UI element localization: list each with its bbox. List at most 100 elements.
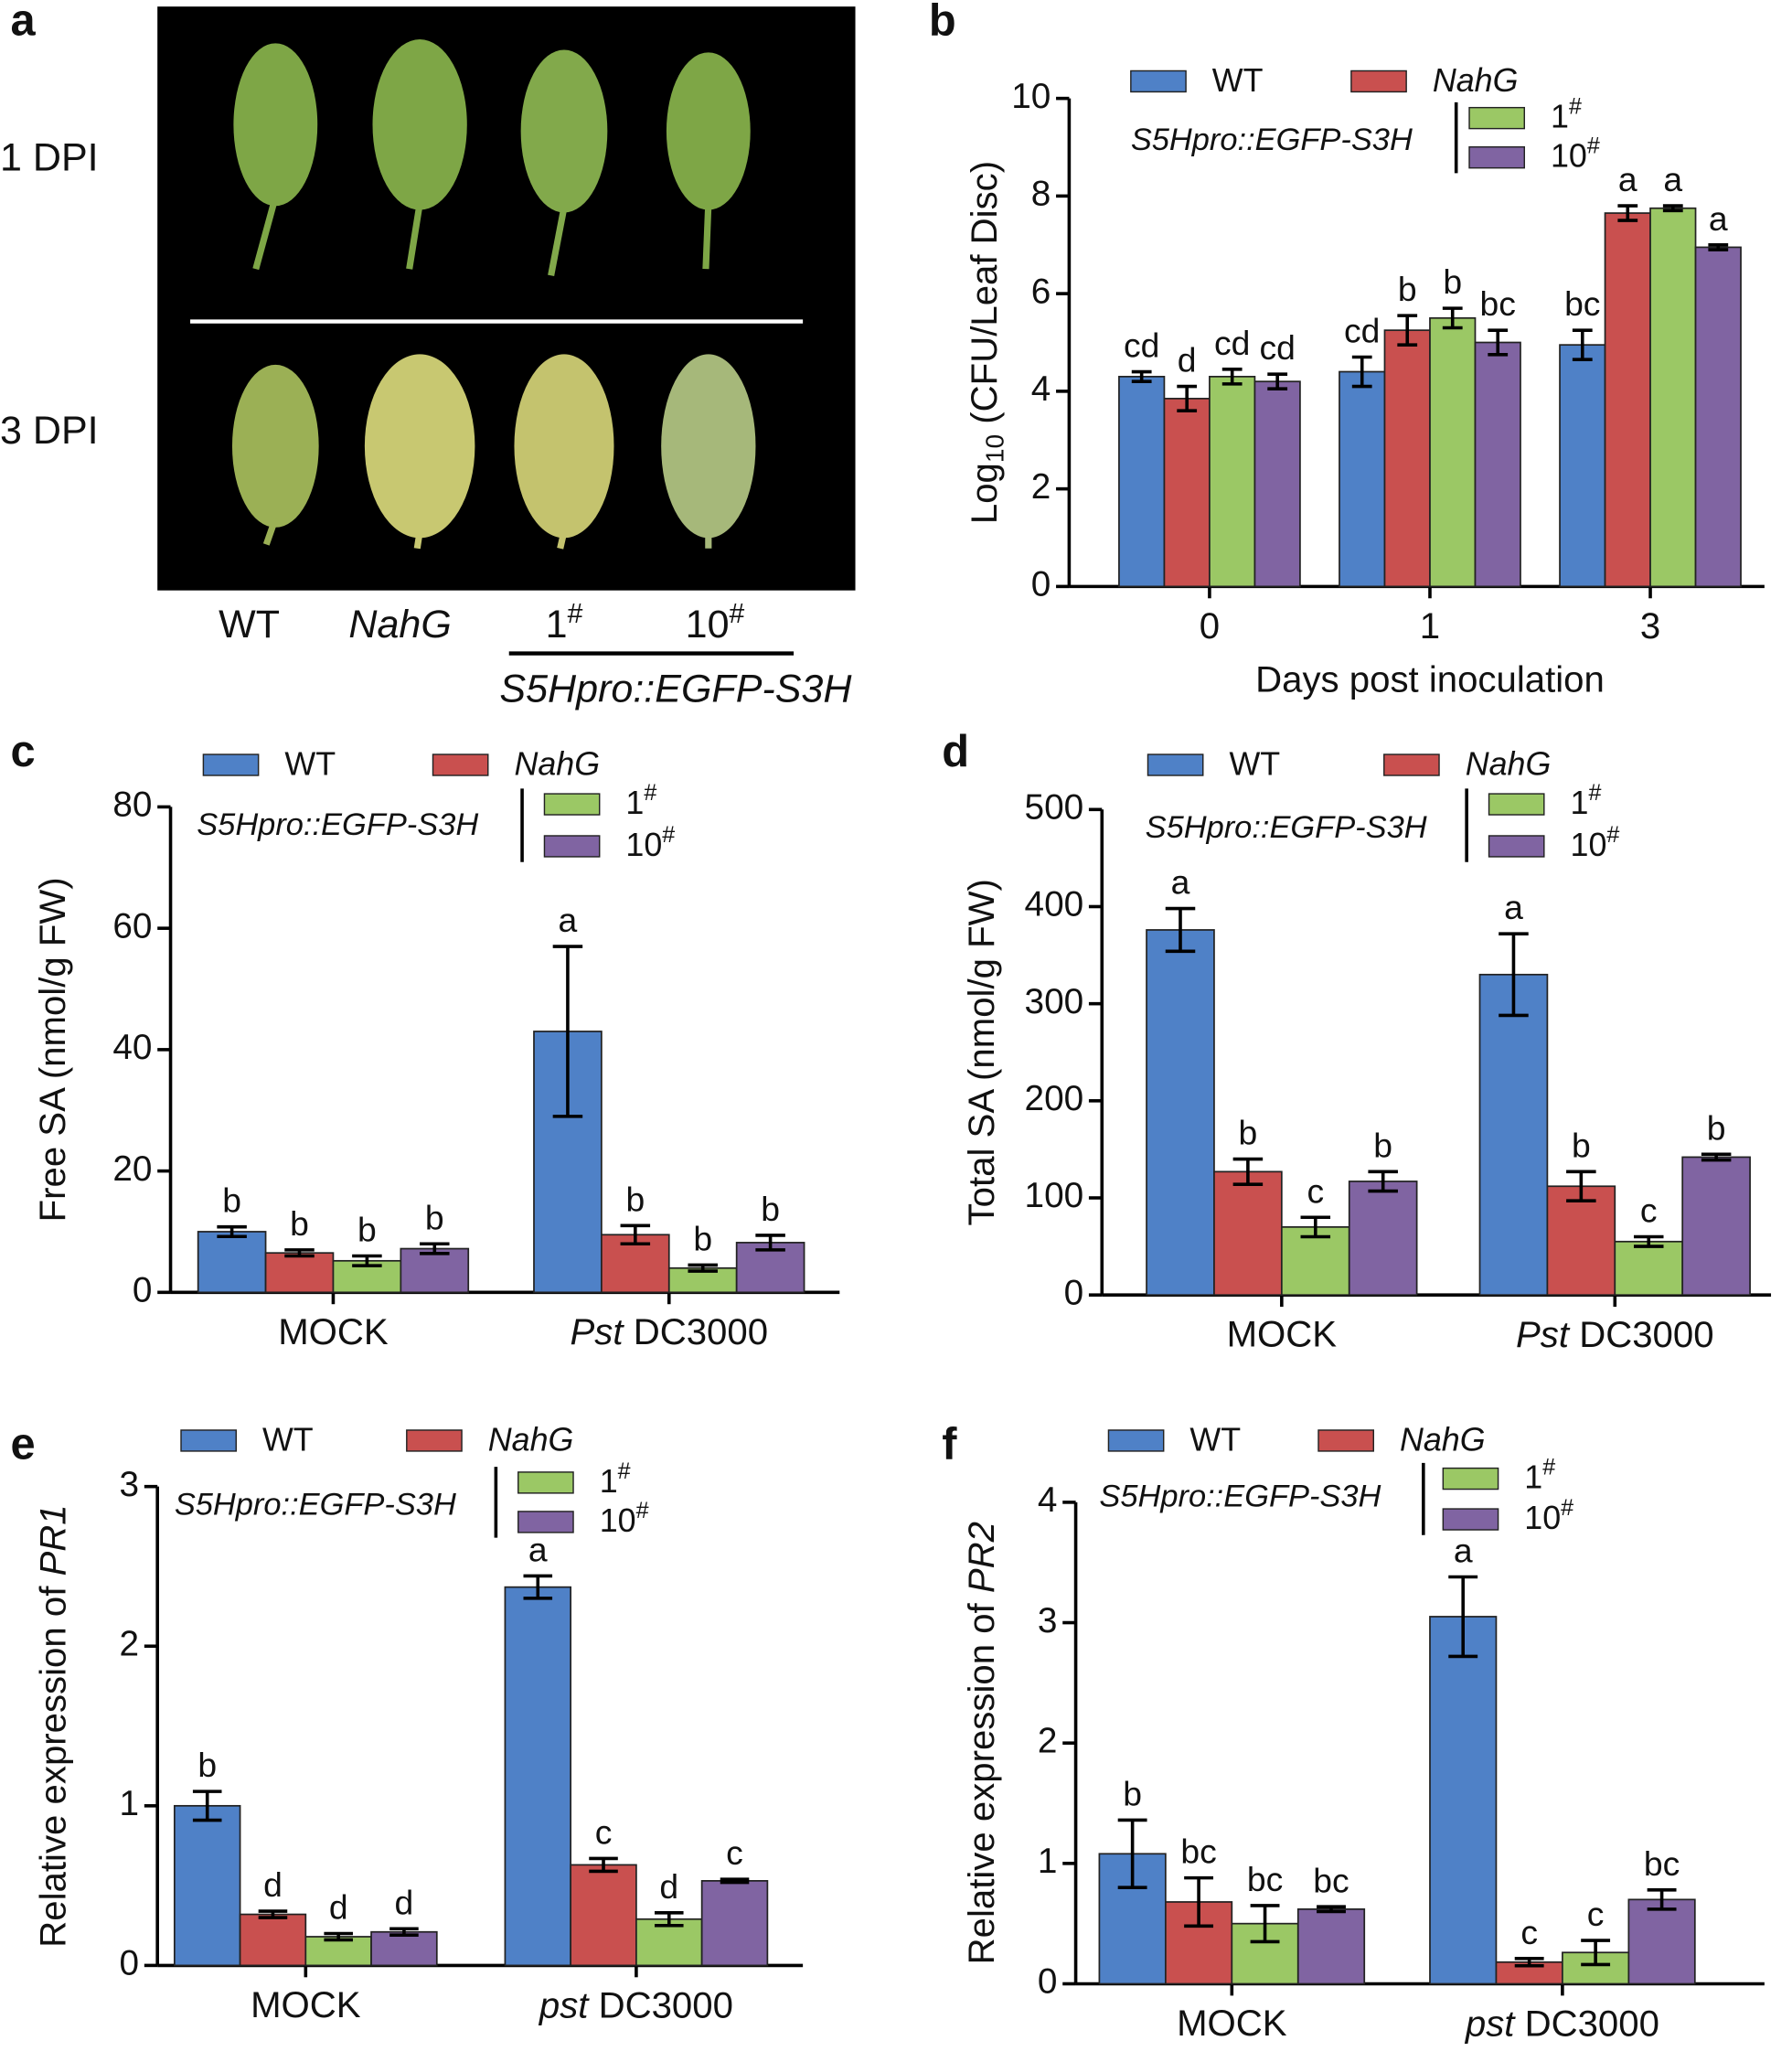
panel-label: e <box>10 1420 35 1469</box>
row-label: 1 DPI <box>0 135 99 179</box>
significance-letter: a <box>528 1530 548 1568</box>
panel-label: b <box>929 0 956 46</box>
error-bar <box>1397 314 1418 347</box>
x-tick-label: MOCK <box>1177 2003 1287 2044</box>
y-axis-label: Log10 (CFU/Leaf Disc) <box>964 161 1009 524</box>
bar <box>1604 212 1651 588</box>
y-tick-label: 80 <box>112 785 152 825</box>
legend-label: 1# <box>1551 93 1582 135</box>
legend-swatch <box>1383 753 1440 776</box>
legend-label: 10# <box>625 822 675 864</box>
y-tick-label: 0 <box>1031 565 1051 604</box>
legend-label: 1# <box>546 599 583 646</box>
bar <box>1546 1185 1616 1297</box>
y-axis-label: Free SA (nmol/g FW) <box>32 877 73 1222</box>
significance-letter: bc <box>1247 1860 1283 1898</box>
bar <box>504 1586 572 1967</box>
legend-label: WT <box>284 745 336 782</box>
error-bar <box>1633 1234 1664 1248</box>
y-tick-label: 3 <box>120 1465 140 1504</box>
bar <box>1478 973 1549 1297</box>
legend-label: WT <box>219 603 280 646</box>
significance-letter: c <box>1587 1895 1605 1933</box>
y-tick-label: 4 <box>1031 369 1051 409</box>
y-tick-label: 20 <box>112 1149 152 1189</box>
y-tick-label: 0 <box>1064 1273 1084 1312</box>
significance-letter: d <box>659 1867 678 1906</box>
significance-letter: b <box>1443 262 1462 301</box>
significance-letter: a <box>1709 199 1728 238</box>
y-tick-label: 2 <box>1031 467 1051 507</box>
error-bar <box>1351 355 1372 389</box>
legend-label: 10# <box>600 1498 649 1540</box>
significance-letter: b <box>197 1746 217 1784</box>
bar <box>1339 370 1386 588</box>
significance-letter: b <box>625 1180 645 1218</box>
significance-letter: b <box>1373 1126 1392 1164</box>
error-bar <box>1232 1157 1264 1186</box>
significance-letter: b <box>1123 1774 1142 1812</box>
legend-group-label: S5Hpro::EGFP-S3H <box>175 1487 456 1522</box>
y-axis-label-part: Free SA (nmol/g FW) <box>32 877 73 1222</box>
legend-label: WT <box>1189 1421 1241 1458</box>
y-axis-label-part: Log <box>964 463 1005 524</box>
bar <box>1253 380 1301 588</box>
error-bar <box>654 1910 684 1928</box>
error-bar <box>1499 932 1529 1018</box>
legend-label: NahG <box>514 745 600 782</box>
y-axis-label-part: 10 <box>981 434 1009 463</box>
leaves <box>231 39 756 550</box>
legend-label: 10# <box>1571 822 1620 864</box>
legend-label: NahG <box>1400 1421 1486 1458</box>
y-tick-label: 0 <box>1038 1962 1058 2002</box>
error-bar <box>1572 328 1593 361</box>
x-tick-label: 3 <box>1640 605 1660 646</box>
error-bar <box>1701 1152 1732 1162</box>
bar <box>1474 341 1521 588</box>
significance-letter: c <box>1640 1191 1658 1230</box>
bar <box>1694 246 1742 588</box>
significance-letter: d <box>1178 341 1197 379</box>
row-label: 3 DPI <box>0 409 99 453</box>
y-tick-label: 40 <box>112 1028 152 1067</box>
bar <box>1146 929 1215 1297</box>
legend-swatch <box>1488 793 1545 816</box>
significance-letter: a <box>1454 1532 1473 1570</box>
y-axis-label-part: PR2 <box>961 1522 1002 1593</box>
error-bar <box>1708 242 1729 251</box>
legend-group-label: S5Hpro::EGFP-S3H <box>197 807 478 842</box>
error-bar <box>258 1909 288 1919</box>
significance-letter: bc <box>1564 284 1600 323</box>
legend-label: 1# <box>600 1458 631 1501</box>
significance-letter: cd <box>1344 312 1380 350</box>
x-axis-label: Days post inoculation <box>1255 659 1605 700</box>
bar <box>1213 1170 1283 1297</box>
bar <box>264 1252 335 1294</box>
x-tick-label: Pst DC3000 <box>571 1311 769 1352</box>
bar <box>1118 375 1166 588</box>
x-tick-label: MOCK <box>251 1984 361 2025</box>
error-bar <box>284 1248 315 1258</box>
y-tick-label: 300 <box>1025 982 1084 1021</box>
bar <box>1429 1616 1498 1985</box>
legend-swatch <box>543 835 601 858</box>
bar <box>700 1880 769 1967</box>
error-bar <box>1250 1904 1280 1944</box>
significance-letter: cd <box>1124 326 1159 365</box>
legend-swatch <box>1317 1429 1375 1452</box>
error-bar <box>324 1931 353 1942</box>
legend-label: 10# <box>1551 133 1600 175</box>
error-bar <box>1566 1170 1596 1202</box>
y-axis-label: Total SA (nmol/g FW) <box>961 879 1002 1225</box>
bar <box>197 1231 267 1294</box>
y-tick-label: 0 <box>120 1944 140 1983</box>
legend-group-label: S5Hpro::EGFP-S3H <box>1146 810 1427 845</box>
legend-swatch <box>1442 1508 1499 1531</box>
significance-letter: a <box>1504 888 1523 926</box>
bar <box>1429 316 1477 588</box>
significance-letter: cd <box>1259 328 1295 367</box>
error-bar <box>720 1877 750 1885</box>
error-bar <box>1488 328 1509 357</box>
